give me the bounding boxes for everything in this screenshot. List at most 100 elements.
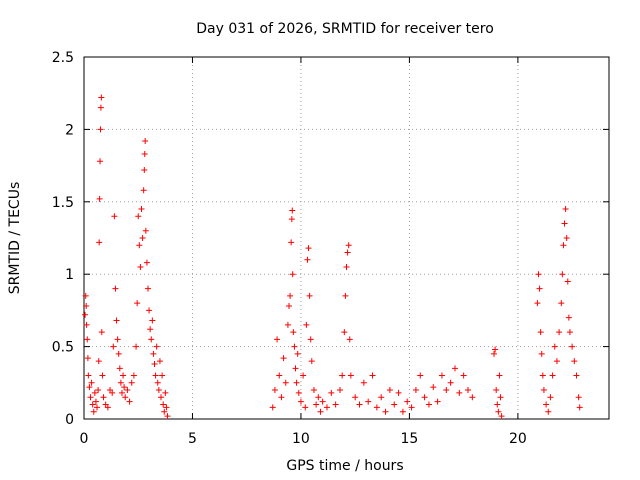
data-point: [494, 401, 501, 408]
data-point: [434, 398, 441, 405]
data-point: [111, 213, 118, 220]
data-point: [122, 394, 129, 401]
x-axis-label: GPS time / hours: [286, 458, 403, 474]
data-point: [315, 394, 322, 401]
data-point: [90, 408, 97, 415]
data-point: [545, 408, 552, 415]
data-point: [128, 379, 135, 386]
data-point: [86, 384, 93, 391]
data-point: [421, 394, 428, 401]
data-point: [141, 151, 148, 158]
data-point: [365, 398, 372, 405]
data-point: [163, 404, 170, 411]
data-point: [447, 379, 454, 386]
data-point: [114, 336, 121, 343]
data-point: [158, 394, 165, 401]
data-point: [137, 263, 144, 270]
data-point: [535, 271, 542, 278]
data-point: [547, 394, 554, 401]
data-point: [566, 329, 573, 336]
x-tick-label: 0: [80, 431, 89, 447]
y-tick-label: 2.5: [52, 50, 74, 66]
data-point: [99, 372, 106, 379]
data-point: [82, 311, 89, 318]
data-point: [94, 404, 101, 411]
data-point: [317, 408, 324, 415]
data-point: [562, 206, 569, 213]
data-point: [288, 239, 295, 246]
data-point: [160, 401, 167, 408]
data-point: [109, 389, 116, 396]
data-point: [143, 259, 150, 266]
data-point: [395, 389, 402, 396]
data-point: [150, 350, 157, 357]
axis-ticks: [83, 56, 609, 420]
data-point: [341, 329, 348, 336]
data-point: [161, 408, 168, 415]
data-point: [134, 300, 141, 307]
x-tick-label: 15: [400, 431, 418, 447]
data-point: [346, 336, 353, 343]
data-point: [569, 343, 576, 350]
data-point: [139, 235, 146, 241]
data-point: [140, 187, 147, 194]
y-axis-label: SRMTID / TECUs: [7, 182, 23, 295]
data-point: [373, 404, 380, 411]
data-point: [278, 394, 285, 401]
data-point: [97, 126, 104, 133]
data-point: [564, 278, 571, 285]
data-point: [343, 263, 350, 270]
data-point: [495, 408, 502, 415]
data-point: [328, 389, 335, 396]
x-tick-label: 10: [292, 431, 310, 447]
data-point: [135, 213, 142, 220]
data-point: [571, 358, 578, 365]
data-point: [399, 408, 406, 415]
data-point: [124, 387, 131, 394]
data-point: [576, 404, 583, 411]
data-point: [149, 317, 156, 324]
data-point: [271, 387, 278, 394]
data-point: [87, 394, 94, 401]
data-point: [306, 292, 313, 299]
data-point: [115, 350, 122, 357]
data-point: [469, 394, 476, 401]
y-tick-label: 1: [65, 267, 74, 283]
data-point: [443, 387, 450, 394]
data-point: [104, 404, 111, 411]
data-point: [284, 321, 291, 328]
data-point: [121, 384, 128, 391]
data-point: [141, 166, 148, 173]
data-point: [560, 242, 567, 249]
data-point: [493, 387, 500, 394]
data-point: [575, 394, 582, 401]
data-point: [352, 394, 359, 401]
data-point: [538, 350, 545, 357]
data-point: [563, 235, 570, 241]
data-point: [92, 398, 99, 405]
data-point: [336, 387, 343, 394]
data-point: [83, 321, 90, 328]
data-point: [294, 350, 301, 357]
data-point: [136, 242, 143, 249]
data-point: [116, 365, 123, 372]
data-point: [153, 343, 160, 350]
data-point: [89, 401, 96, 408]
data-point: [154, 379, 161, 386]
data-point: [536, 285, 543, 292]
data-point: [289, 271, 296, 278]
data-point: [96, 195, 103, 202]
data-point: [464, 387, 471, 394]
data-point: [307, 336, 314, 343]
data-point: [313, 401, 320, 408]
chart-title: Day 031 of 2026, SRMTID for receiver ter…: [196, 21, 494, 37]
data-point: [332, 401, 339, 408]
data-point: [147, 326, 154, 333]
data-point: [289, 207, 296, 214]
data-point: [308, 358, 315, 365]
data-point: [95, 358, 102, 365]
data-point: [290, 329, 297, 336]
data-point: [539, 372, 546, 379]
data-point: [162, 389, 169, 396]
